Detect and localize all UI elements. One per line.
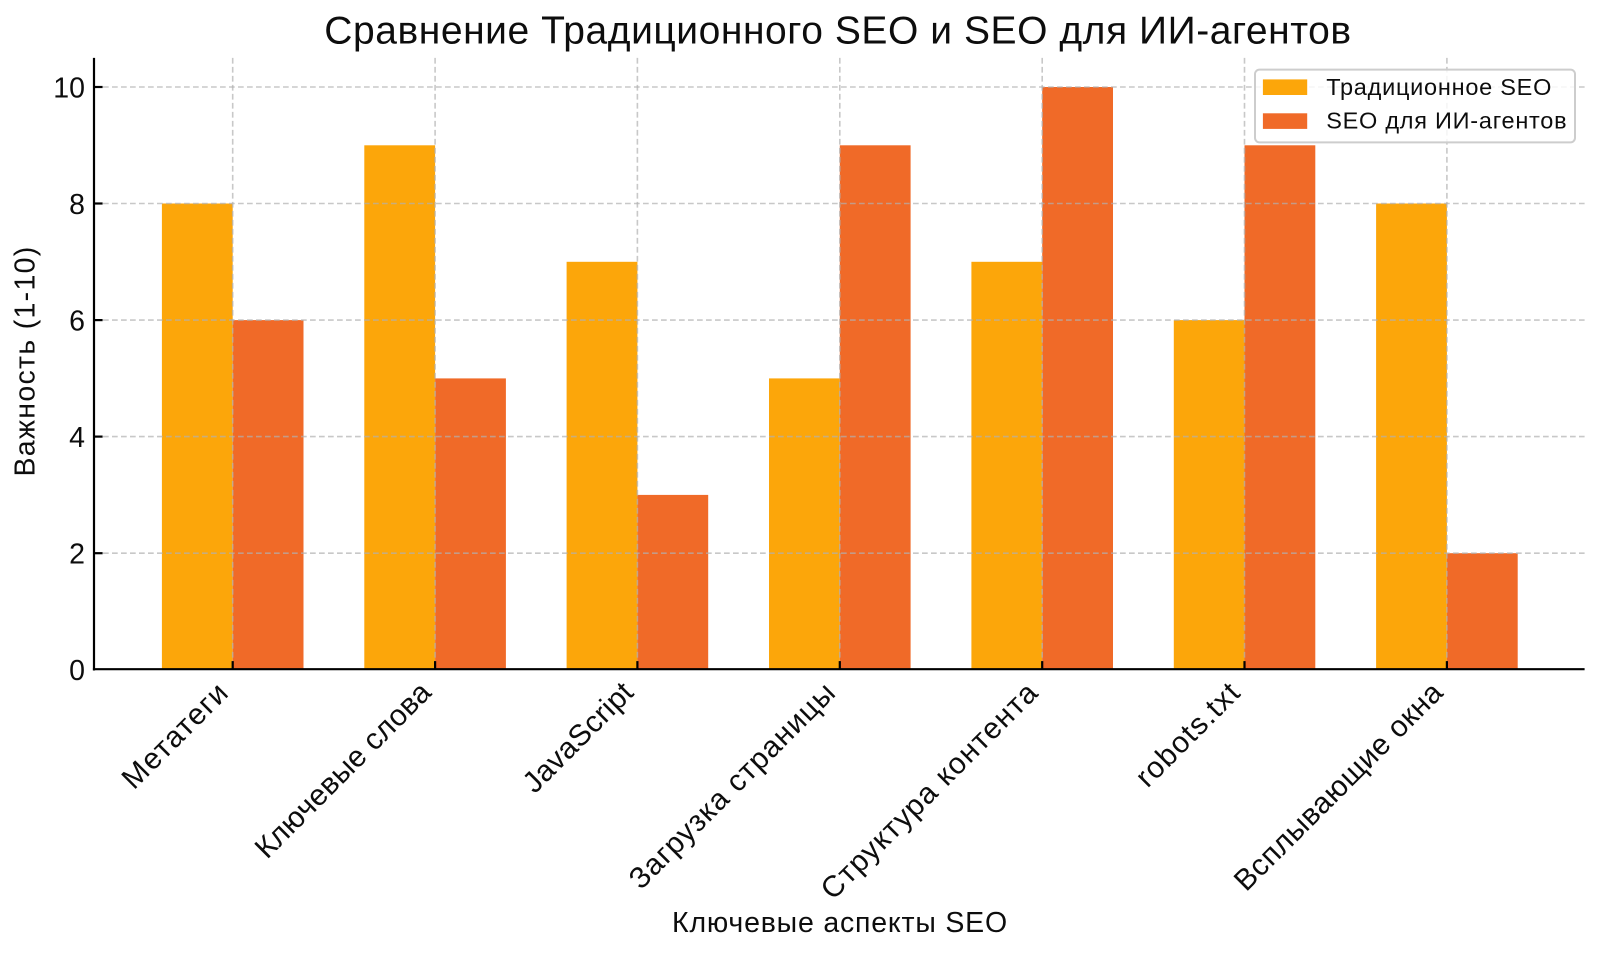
svg-text:Ключевые аспекты SEO: Ключевые аспекты SEO — [672, 907, 1008, 939]
svg-text:Сравнение Традиционного SEO и: Сравнение Традиционного SEO и SEO для ИИ… — [324, 10, 1351, 53]
svg-text:SEO для ИИ-агентов: SEO для ИИ-агентов — [1326, 108, 1567, 134]
svg-text:8: 8 — [69, 189, 85, 221]
svg-text:10: 10 — [53, 73, 85, 105]
svg-text:4: 4 — [69, 422, 85, 454]
svg-text:2: 2 — [69, 539, 85, 571]
svg-text:Важность (1-10): Важность (1-10) — [10, 245, 42, 476]
svg-text:Традиционное SEO: Традиционное SEO — [1326, 74, 1552, 100]
svg-text:0: 0 — [69, 655, 85, 687]
svg-text:6: 6 — [69, 306, 85, 338]
